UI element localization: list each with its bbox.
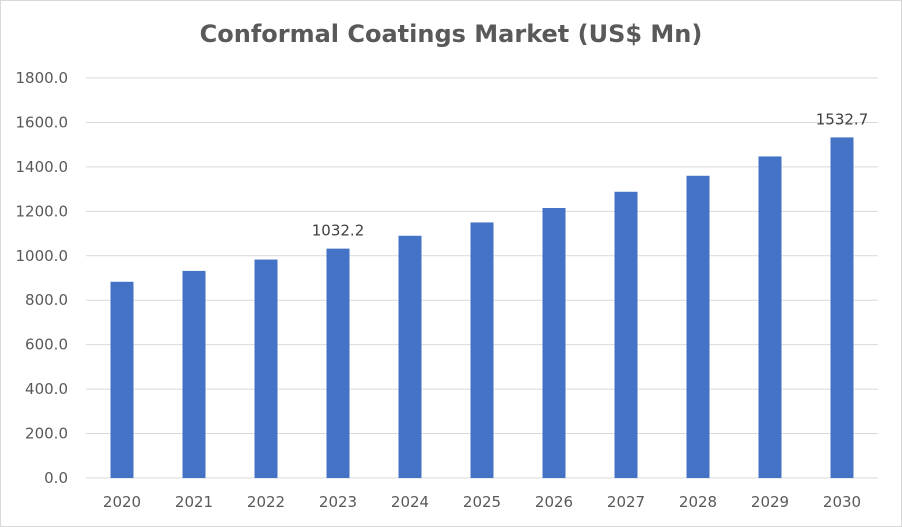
y-axis-ticks: 0.0 200.0 400.0 600.0 800.0 1000.0 1200.0 1400.… bbox=[16, 69, 69, 487]
x-tick-label: 2026 bbox=[535, 493, 573, 511]
x-axis-ticks: 2020 2021 2022 2023 2024 2025 2026 2027 2028 2029… bbox=[103, 493, 861, 511]
x-tick-label: 2022 bbox=[247, 493, 285, 511]
y-tick-label: 1400.0 bbox=[16, 158, 69, 176]
bars bbox=[110, 137, 854, 478]
x-tick-label: 2020 bbox=[103, 493, 141, 511]
bar-2020 bbox=[110, 281, 134, 478]
x-tick-label: 2030 bbox=[823, 493, 861, 511]
bar-2028 bbox=[686, 175, 710, 478]
y-tick-label: 1000.0 bbox=[16, 247, 69, 265]
chart-title: Conformal Coatings Market (US$ Mn) bbox=[199, 20, 703, 48]
data-label-2030: 1532.7 bbox=[816, 110, 869, 128]
y-tick-label: 1800.0 bbox=[16, 69, 69, 87]
y-tick-label: 1200.0 bbox=[16, 202, 69, 220]
y-tick-label: 800.0 bbox=[25, 291, 68, 309]
data-label-2023: 1032.2 bbox=[312, 222, 365, 240]
bar-2025 bbox=[470, 222, 494, 478]
x-tick-label: 2023 bbox=[319, 493, 357, 511]
x-tick-label: 2025 bbox=[463, 493, 501, 511]
x-tick-label: 2024 bbox=[391, 493, 429, 511]
y-tick-label: 1600.0 bbox=[16, 113, 69, 131]
y-tick-label: 600.0 bbox=[25, 336, 68, 354]
bar-2029 bbox=[758, 156, 782, 478]
x-tick-label: 2028 bbox=[679, 493, 717, 511]
x-tick-label: 2021 bbox=[175, 493, 213, 511]
y-tick-label: 200.0 bbox=[25, 425, 68, 443]
x-tick-label: 2029 bbox=[751, 493, 789, 511]
data-labels: 1032.2 1532.7 bbox=[312, 110, 869, 239]
x-tick-label: 2027 bbox=[607, 493, 645, 511]
bar-2024 bbox=[398, 235, 422, 478]
bar-2021 bbox=[182, 270, 206, 478]
bar-2026 bbox=[542, 208, 566, 478]
y-tick-label: 0.0 bbox=[44, 469, 68, 487]
y-tick-label: 400.0 bbox=[25, 380, 68, 398]
bar-2027 bbox=[614, 191, 638, 478]
bar-2023 bbox=[326, 248, 350, 478]
bar-2030 bbox=[830, 137, 854, 478]
bar-2022 bbox=[254, 259, 278, 478]
